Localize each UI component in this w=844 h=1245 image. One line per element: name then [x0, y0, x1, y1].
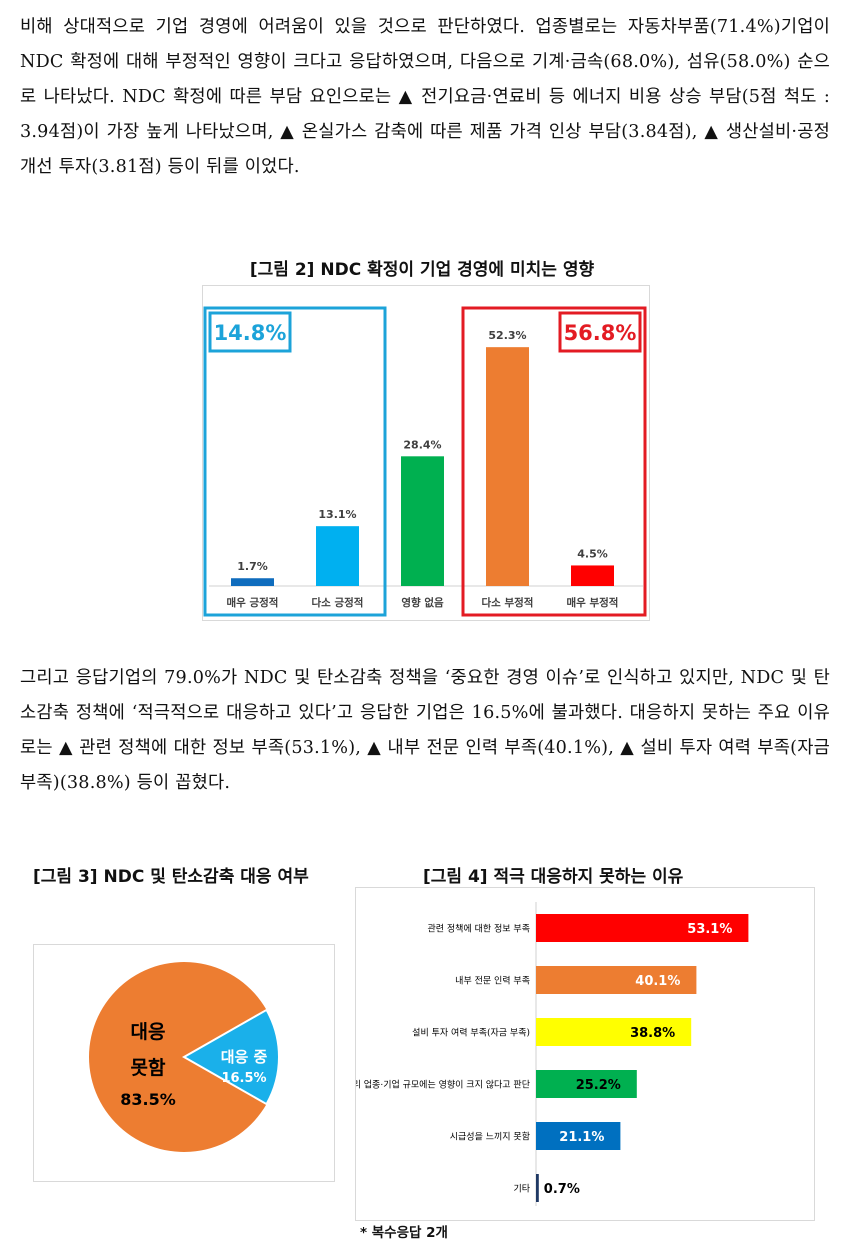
figure-4-svg: 관련 정책에 대한 정보 부족 53.1% 내부 전문 인력 부족 40.1% 설비 투…	[344, 902, 749, 1206]
fig2-bar-3	[486, 347, 529, 586]
fig3-slice-1	[181, 1008, 280, 1106]
fig2-value-label-0: 1.7%	[237, 560, 268, 573]
fig4-bar-3	[536, 1070, 637, 1098]
fig4-bar-4	[536, 1122, 621, 1150]
fig2-bar-2	[401, 456, 444, 586]
fig4-category-label-4: 시급성을 느끼지 못함	[450, 1132, 530, 1143]
fig3-label-0-line-0: 대응	[131, 1021, 166, 1043]
fig4-value-label-4: 21.1%	[559, 1130, 604, 1145]
figure-2-svg: 1.7% 매우 긍정적 13.1% 다소 긍정적 28.4% 영향 없음 52.3% 다소 부…	[203, 306, 647, 617]
figure-2-title: [그림 2] NDC 확정이 기업 경영에 미치는 영향	[249, 260, 595, 280]
fig4-value-label-3: 25.2%	[576, 1078, 621, 1093]
fig4-category-label-1: 내부 전문 인력 부족	[455, 975, 530, 987]
fig2-negative-group-box	[558, 311, 642, 353]
figure-4-title: [그림 4] 적극 대응하지 못하는 이유	[423, 867, 684, 887]
fig2-value-label-1: 13.1%	[318, 508, 356, 521]
fig4-value-label-2: 38.8%	[630, 1026, 675, 1041]
fig4-category-label-0: 관련 정책에 대한 정보 부족	[427, 923, 530, 935]
fig2-value-label-3: 52.3%	[488, 329, 526, 342]
fig2-category-label-1: 다소 긍정적	[312, 596, 364, 609]
fig2-category-label-2: 영향 없음	[401, 596, 444, 609]
fig3-slice-0	[89, 962, 267, 1152]
figure-3-title: [그림 3] NDC 및 탄소감축 대응 여부	[33, 867, 309, 887]
fig4-category-label-2: 설비 투자 여력 부족(자금 부족)	[412, 1027, 530, 1039]
fig2-positive-group-frame	[203, 306, 387, 617]
fig4-value-label-0: 53.1%	[687, 922, 732, 937]
fig4-value-label-5: 0.7%	[544, 1182, 580, 1197]
fig2-positive-group-box	[208, 311, 292, 353]
fig2-negative-group-label: 56.8%	[564, 321, 637, 345]
fig2-category-label-3: 다소 부정적	[482, 596, 534, 609]
fig4-value-label-1: 40.1%	[635, 974, 680, 989]
fig2-value-label-4: 4.5%	[577, 547, 608, 560]
fig4-bar-2	[536, 1018, 692, 1046]
fig2-category-label-0: 매우 긍정적	[227, 596, 279, 609]
figure-2-bar-chart: 1.7% 매우 긍정적 13.1% 다소 긍정적 28.4% 영향 없음 52.3% 다소 부…	[202, 285, 650, 621]
fig3-label-1-line-1: 16.5%	[221, 1071, 266, 1086]
fig2-category-label-4: 매우 부정적	[567, 596, 619, 609]
fig3-label-0-line-1: 못함	[131, 1057, 166, 1079]
fig4-bar-1	[536, 966, 697, 994]
fig4-category-label-3: 우리 업종·기업 규모에는 영향이 크지 않다고 판단	[356, 1079, 530, 1091]
footnote: * 복수응답 2개	[360, 1225, 448, 1241]
fig3-label-1-line-0: 대응 중	[221, 1048, 268, 1066]
fig3-label-0-line-2: 83.5%	[120, 1090, 176, 1109]
fig2-positive-group-label: 14.8%	[214, 321, 287, 345]
fig4-bar-5	[536, 1174, 539, 1202]
figure-4-bar-chart: 관련 정책에 대한 정보 부족 53.1% 내부 전문 인력 부족 40.1% 설비 투…	[344, 887, 815, 1221]
fig2-value-label-2: 28.4%	[403, 438, 441, 451]
fig2-bar-1	[316, 526, 359, 586]
fig4-bar-0	[536, 914, 749, 942]
paragraph-1: 비해 상대적으로 기업 경영에 어려움이 있을 것으로 판단하였다. 업종별로는…	[20, 17, 830, 177]
fig2-bar-4	[571, 565, 614, 586]
paragraph-2: 그리고 응답기업의 79.0%가 NDC 및 탄소감축 정책을 ‘중요한 경영 …	[20, 668, 830, 793]
fig2-bar-0	[231, 578, 274, 586]
fig2-negative-group-frame	[461, 306, 647, 617]
fig4-category-label-5: 기타	[513, 1184, 530, 1195]
